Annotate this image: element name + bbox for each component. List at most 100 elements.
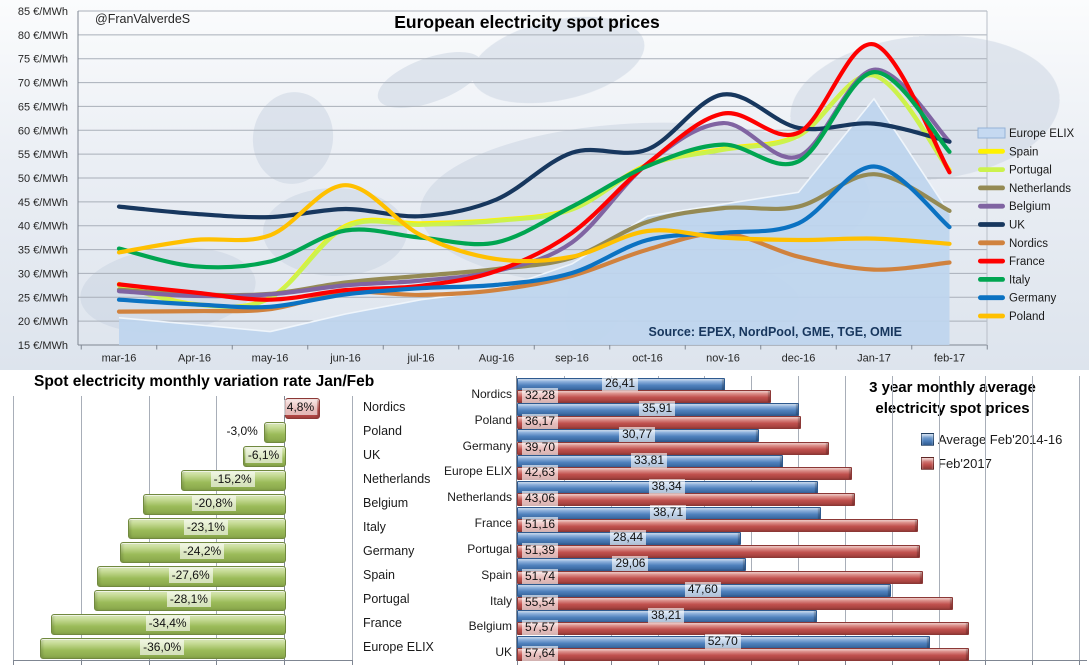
avg-chart-categories: Nordics Poland Germany Europe ELIX Netherlan… [420, 376, 512, 660]
bar-feb2017-portugal [517, 544, 921, 558]
variation-chart-title: Spot electricity monthly variation rate … [34, 373, 375, 390]
category-label-netherlands: Netherlands [363, 472, 431, 486]
x-axis-label: jul-16 [407, 353, 435, 365]
bar-value-label: 39,70 [522, 439, 559, 455]
category-label-germany: Germany [462, 438, 512, 453]
category-label-portugal: Portugal [363, 592, 410, 606]
x-axis-tick [844, 660, 846, 665]
x-axis-label: oct-16 [632, 353, 663, 365]
category-label-spain: Spain [363, 568, 395, 582]
bar-value-label: 55,54 [522, 594, 559, 610]
x-axis-tick [798, 660, 800, 665]
series-line-france [116, 42, 952, 302]
x-axis-tick [704, 660, 706, 665]
y-axis-label: 50 €/MWh [18, 173, 68, 185]
gridline [80, 396, 82, 660]
bar-value-label: 38,71 [650, 504, 687, 520]
x-axis-label: dec-16 [782, 353, 816, 365]
x-axis-tick [891, 660, 893, 665]
category-label-portugal: Portugal [467, 541, 512, 556]
x-axis-label: may-16 [252, 353, 289, 365]
bar-value-label: 28,44 [610, 530, 647, 546]
legend-swatch-portugal [978, 167, 1005, 172]
x-axis-label: feb-17 [934, 353, 965, 365]
legend-swatch-italy [978, 277, 1005, 282]
variation-chart-plot: 4,8% -3,0% -6,1% -15,2% -20,8% -23,1% -24,2% -2… [13, 396, 353, 665]
legend-item-average: Average Feb'2014-16 [921, 427, 1062, 451]
x-axis-tick [985, 660, 987, 665]
avg-chart-legend: Average Feb'2014-16 Feb'2017 [921, 427, 1062, 475]
x-axis-tick [1032, 660, 1034, 665]
series-line-nordics [116, 231, 952, 314]
legend-swatch-belgium [978, 203, 1005, 209]
x-axis-tick [517, 660, 518, 665]
legend-label-france: France [1009, 256, 1045, 268]
variation-rate-bar-chart: Spot electricity monthly variation rate … [0, 370, 455, 669]
bar-value-label: -27,6% [168, 568, 213, 583]
legend-swatch-nordics [978, 240, 1005, 246]
legend-item-feb2017: Feb'2017 [921, 451, 1062, 475]
x-axis-tick [751, 660, 753, 665]
bar-value-label: 57,64 [522, 646, 559, 662]
gridline [985, 376, 987, 660]
bar-feb2017-italy [517, 596, 953, 610]
series-line-uk [116, 92, 952, 220]
bar-value-label: -24,2% [180, 544, 225, 559]
legend-swatch-poland [978, 313, 1005, 319]
bar-value-label: 35,91 [639, 401, 676, 417]
x-axis-labels: mar-16 Apr-16 may-16 jun-16 jul-16 Aug-16 sep-… [102, 353, 966, 365]
bar-value-label: -15,2% [210, 472, 255, 487]
avg-chart-title: 3 year monthly average electricity spot … [869, 379, 1036, 418]
legend-label-portugal: Portugal [1009, 165, 1052, 177]
variation-chart-categories: Nordics Poland UK Netherlands Belgium Italy Ge… [363, 396, 455, 660]
area-edge-europe-elix [118, 97, 951, 333]
bar-value-label: -6,1% [244, 448, 283, 463]
bar-value-label: 51,16 [522, 517, 559, 533]
category-label-poland: Poland [363, 424, 402, 438]
legend-label-nordics: Nordics [1009, 238, 1048, 250]
map-blob [471, 16, 645, 104]
bar-value-label: 30,77 [619, 427, 656, 443]
y-axis-label: 45 €/MWh [18, 197, 68, 209]
x-axis-label: mar-16 [102, 353, 137, 365]
legend-label-uk: UK [1009, 220, 1025, 232]
series-lines [116, 42, 952, 345]
bar-value-label: 52,70 [704, 633, 741, 649]
y-axis-label: 55 €/MWh [18, 149, 68, 161]
axes [77, 11, 988, 350]
bar-value-label: -20,8% [191, 496, 236, 511]
bar-feb2017-france [517, 519, 919, 533]
category-label-germany: Germany [363, 544, 415, 558]
top-chart-title: European electricity spot prices [394, 12, 660, 32]
legend-label-germany: Germany [1009, 293, 1057, 305]
bar-value-label: 51,74 [522, 568, 559, 584]
legend-label-netherlands: Netherlands [1009, 183, 1071, 195]
legend-swatch-france [978, 258, 1005, 264]
legend-swatch-uk [978, 222, 1005, 227]
category-label-europe-elix: Europe ELIX [443, 464, 512, 479]
x-axis-tick [563, 660, 565, 665]
bar-value-label: 51,39 [522, 542, 559, 558]
category-label-uk: UK [363, 448, 381, 462]
legend-label: Average Feb'2014-16 [938, 431, 1063, 447]
series-line-germany [116, 164, 952, 310]
category-label-nordics: Nordics [471, 387, 512, 401]
legend-label-europe-elix: Europe ELIX [1009, 128, 1075, 140]
bar-feb2017-belgium [517, 622, 969, 636]
x-axis-tick [148, 660, 150, 665]
bar-value-label: 43,06 [522, 491, 559, 507]
bar-value-label: 47,60 [684, 582, 721, 598]
x-axis-tick [352, 660, 353, 665]
legend-label: Feb'2017 [938, 455, 992, 471]
bar-value-label: -28,1% [166, 592, 211, 607]
bar-value-label: 32,28 [522, 388, 559, 403]
map-blob [377, 52, 483, 108]
bar-value-label: 38,21 [648, 607, 685, 623]
y-axis-label: 70 €/MWh [18, 78, 68, 90]
bar-value-label: 4,8% [283, 400, 318, 415]
y-axis-label: 25 €/MWh [18, 292, 68, 304]
y-axis-label: 15 €/MWh [18, 340, 68, 352]
three-year-average-bar-chart: 3 year monthly average electricity spot … [444, 370, 1089, 669]
x-axis-label: Jan-17 [857, 353, 891, 365]
legend-swatch-europe-elix [977, 127, 1006, 139]
